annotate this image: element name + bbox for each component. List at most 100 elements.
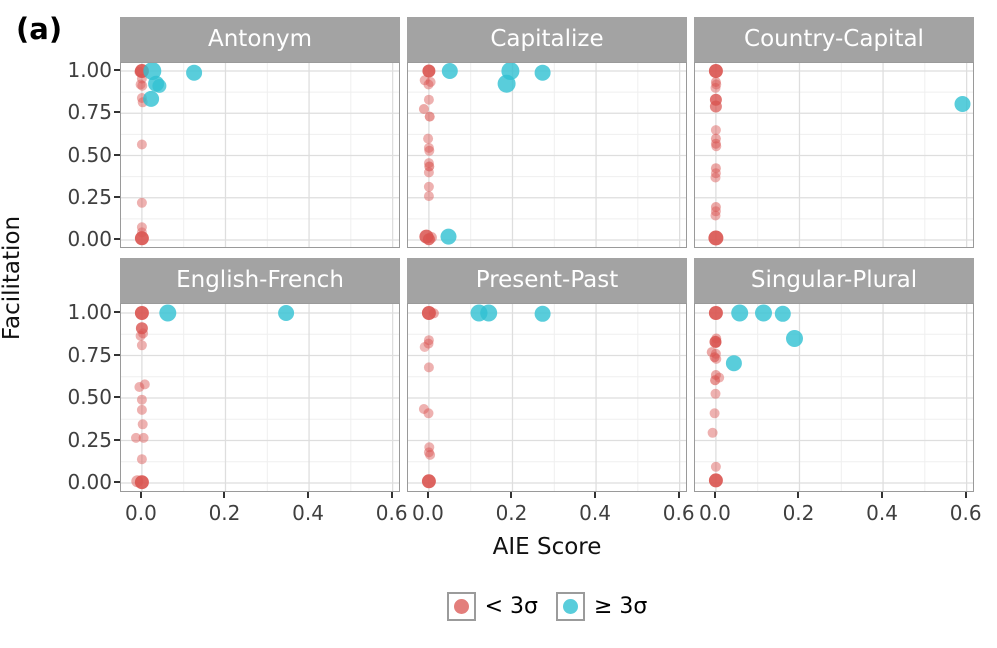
y-tick-mark	[114, 438, 120, 441]
point-lt-3sigma	[135, 79, 146, 90]
y-tick-label: 0.50	[67, 385, 112, 409]
facet-panel-singular-plural	[694, 303, 974, 492]
x-tick-mark	[797, 492, 800, 498]
x-tick-label: 0.4	[866, 501, 898, 525]
y-tick-mark	[114, 353, 120, 356]
point-ge-3sigma	[786, 330, 803, 347]
point-lt-3sigma	[136, 454, 147, 465]
point-lt-3sigma	[710, 202, 721, 212]
point-ge-3sigma	[186, 64, 203, 81]
x-tick-label: 0.2	[782, 501, 815, 525]
point-lt-3sigma	[423, 191, 434, 202]
x-tick-mark	[390, 492, 393, 498]
point-lt-3sigma	[136, 139, 147, 150]
point-lt-3sigma	[423, 133, 434, 144]
point-lt-3sigma	[710, 82, 721, 93]
point-lt-3sigma	[709, 408, 720, 419]
legend-label: ≥ 3σ	[594, 594, 648, 619]
point-lt-3sigma	[136, 197, 147, 208]
point-lt-3sigma	[134, 475, 149, 490]
x-tick-label: 0.4	[292, 501, 324, 525]
x-tick-label: 0.2	[208, 501, 241, 525]
y-tick-mark	[114, 111, 120, 114]
x-tick-mark	[139, 492, 142, 498]
point-lt-3sigma	[425, 449, 436, 460]
point-lt-3sigma	[135, 322, 148, 335]
point-lt-3sigma	[136, 394, 147, 405]
point-ge-3sigma	[755, 304, 772, 322]
point-ge-3sigma	[497, 74, 516, 93]
cyan-dot-icon	[563, 599, 578, 614]
point-lt-3sigma	[137, 80, 148, 91]
point-lt-3sigma	[135, 330, 146, 341]
point-lt-3sigma	[707, 427, 718, 438]
facet-panel-present-past	[407, 303, 687, 492]
point-ge-3sigma	[731, 304, 749, 322]
legend-entry-lt-3sigma: < 3σ	[446, 592, 538, 621]
point-lt-3sigma	[423, 94, 434, 105]
point-lt-3sigma	[710, 206, 721, 217]
x-tick-label: 0.0	[411, 501, 444, 525]
point-lt-3sigma	[423, 335, 434, 346]
legend-label: < 3σ	[484, 594, 538, 619]
point-lt-3sigma	[708, 306, 723, 320]
x-tick-mark	[307, 492, 310, 498]
point-lt-3sigma	[137, 419, 148, 430]
point-lt-3sigma	[709, 352, 720, 363]
x-tick-label: 0.6	[375, 501, 408, 525]
facet-strip-present-past: Present-Past	[407, 258, 687, 303]
subfigure-label: (a)	[16, 12, 63, 46]
y-tick-mark	[114, 195, 120, 198]
point-lt-3sigma	[710, 375, 721, 386]
point-lt-3sigma	[710, 172, 721, 183]
point-lt-3sigma	[419, 75, 430, 86]
facet-strip-capitalize: Capitalize	[407, 17, 687, 62]
point-lt-3sigma	[136, 222, 147, 233]
point-lt-3sigma	[418, 104, 429, 114]
point-lt-3sigma	[423, 181, 434, 192]
point-lt-3sigma	[425, 77, 436, 87]
point-lt-3sigma	[423, 362, 434, 373]
x-tick-mark	[964, 492, 967, 498]
y-tick-label: 1.00	[67, 58, 112, 82]
y-tick-mark	[114, 481, 120, 483]
point-ge-3sigma	[143, 90, 160, 107]
legend-entry-ge-3sigma: ≥ 3σ	[556, 592, 647, 621]
facet-strip-country-capital: Country-Capital	[694, 17, 974, 62]
point-lt-3sigma	[134, 66, 145, 77]
x-tick-label: 0.4	[579, 501, 611, 525]
point-ge-3sigma	[159, 304, 177, 322]
point-lt-3sigma	[139, 379, 150, 390]
point-lt-3sigma	[428, 308, 439, 319]
point-lt-3sigma	[710, 461, 721, 472]
y-tick-label: 0.00	[67, 470, 112, 494]
point-lt-3sigma	[710, 210, 721, 221]
point-lt-3sigma	[418, 404, 429, 414]
point-lt-3sigma	[131, 432, 141, 443]
point-lt-3sigma	[138, 328, 149, 339]
point-lt-3sigma	[423, 79, 434, 90]
y-tick-label: 0.25	[67, 427, 112, 452]
point-lt-3sigma	[138, 432, 149, 443]
legend: < 3σ ≥ 3σ	[120, 592, 974, 621]
point-lt-3sigma	[134, 231, 149, 246]
point-lt-3sigma	[710, 168, 721, 179]
y-tick-mark	[114, 396, 120, 398]
point-lt-3sigma	[711, 141, 722, 152]
y-tick-label: 0.00	[67, 227, 112, 251]
x-tick-mark	[594, 492, 597, 498]
point-lt-3sigma	[136, 73, 147, 84]
point-lt-3sigma	[708, 473, 723, 488]
point-lt-3sigma	[423, 447, 434, 458]
legend-key-box	[446, 592, 476, 621]
y-tick-label: 0.75	[67, 342, 112, 367]
point-lt-3sigma	[136, 340, 147, 351]
x-tick-mark	[713, 492, 716, 498]
point-lt-3sigma	[424, 145, 435, 156]
point-ge-3sigma	[278, 305, 295, 321]
point-lt-3sigma	[423, 408, 434, 419]
point-lt-3sigma	[710, 138, 721, 149]
facet-panel-antonym	[120, 62, 400, 248]
y-tick-label: 1.00	[67, 300, 112, 324]
